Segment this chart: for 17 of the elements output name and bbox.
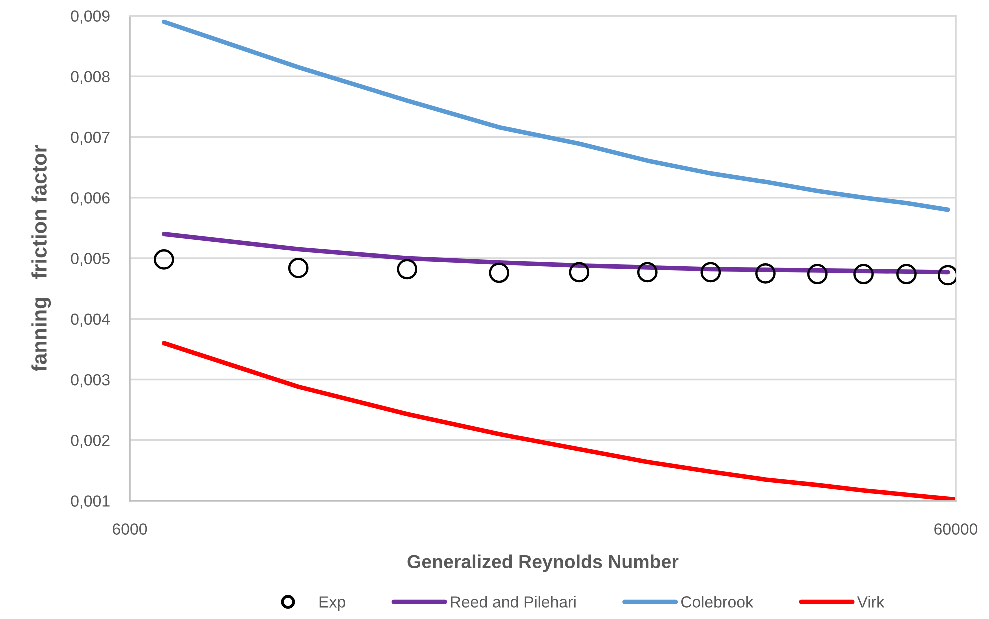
y-tick-label: 0,009 [71, 10, 110, 24]
legend-label: Exp [320, 596, 346, 612]
x-axis-title: Generalized Reynolds Number [408, 554, 679, 572]
x-tick-label: 6000 [113, 524, 148, 535]
y-tick-label: 0,003 [71, 374, 110, 388]
y-axis-title: fanning friction factor [32, 145, 52, 372]
y-tick-label: 0,007 [71, 132, 110, 146]
y-tick-label: 0,005 [71, 253, 110, 266]
y-tick-label: 0,004 [71, 314, 110, 327]
y-tick-label: 0,002 [71, 435, 110, 448]
legend-label: Reed and Pilehari [451, 596, 576, 608]
legend-label: Colebrook [682, 596, 754, 608]
x-tick-label: 60000 [934, 524, 978, 535]
legend-label: Virk [857, 596, 885, 608]
y-tick-label: 0,001 [71, 496, 110, 509]
y-tick-label: 0,008 [71, 71, 110, 84]
y-tick-label: 0,006 [71, 192, 110, 206]
